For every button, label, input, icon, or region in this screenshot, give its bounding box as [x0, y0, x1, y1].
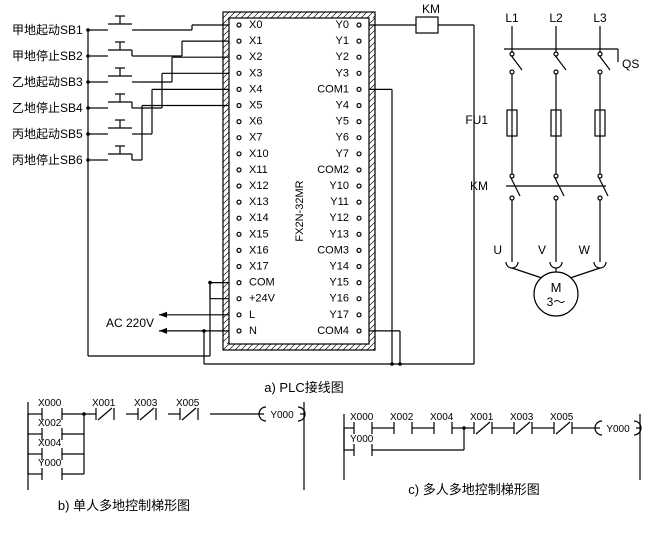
svg-text:KM: KM: [422, 4, 440, 16]
svg-text:Y7: Y7: [336, 148, 349, 160]
svg-text:X005: X005: [550, 412, 574, 423]
svg-text:X1: X1: [249, 35, 262, 47]
svg-text:COM1: COM1: [317, 83, 349, 95]
svg-text:Y1: Y1: [336, 35, 349, 47]
svg-text:COM4: COM4: [317, 325, 349, 337]
svg-text:X003: X003: [510, 412, 534, 423]
svg-text:Y3: Y3: [336, 67, 349, 79]
svg-text:KM: KM: [470, 179, 488, 193]
svg-text:X001: X001: [470, 412, 494, 423]
svg-text:M: M: [551, 280, 562, 295]
svg-text:X005: X005: [176, 398, 200, 409]
svg-text:X003: X003: [134, 398, 158, 409]
svg-text:FU1: FU1: [465, 113, 488, 127]
svg-text:a) PLC接线图: a) PLC接线图: [264, 380, 343, 395]
svg-text:X2: X2: [249, 51, 262, 63]
svg-text:丙地起动SB5: 丙地起动SB5: [12, 127, 83, 141]
svg-text:X16: X16: [249, 244, 269, 256]
svg-text:W: W: [579, 243, 591, 257]
svg-text:X7: X7: [249, 132, 262, 144]
svg-text:Y15: Y15: [329, 277, 349, 289]
svg-text:X0: X0: [249, 19, 262, 31]
svg-text:X000: X000: [38, 398, 62, 409]
svg-text:X14: X14: [249, 212, 269, 224]
svg-text:+24V: +24V: [249, 293, 276, 305]
svg-text:Y000: Y000: [38, 458, 62, 469]
svg-text:L: L: [249, 309, 255, 321]
svg-text:Y000: Y000: [350, 434, 374, 445]
svg-text:Y16: Y16: [329, 293, 349, 305]
svg-text:Y13: Y13: [329, 228, 349, 240]
svg-text:Y000: Y000: [270, 410, 294, 421]
svg-text:X004: X004: [430, 412, 454, 423]
circuit-svg: X0 X1 X2 X3 X4 X5 X6 X7 X10 X11 X12 X13 X14 X15 X16 X17…: [4, 4, 647, 531]
svg-text:Y2: Y2: [336, 51, 349, 63]
svg-text:乙地停止SB4: 乙地停止SB4: [12, 100, 83, 115]
svg-text:Y11: Y11: [330, 196, 349, 208]
svg-text:Y000: Y000: [606, 424, 630, 435]
svg-text:Y12: Y12: [329, 212, 349, 224]
svg-text:X12: X12: [249, 180, 269, 192]
svg-text:Y0: Y0: [336, 19, 349, 31]
svg-text:b) 单人多地控制梯形图: b) 单人多地控制梯形图: [58, 498, 190, 513]
svg-text:X000: X000: [350, 412, 374, 423]
svg-text:X5: X5: [249, 100, 262, 112]
svg-text:X10: X10: [249, 148, 269, 160]
svg-text:Y4: Y4: [336, 100, 349, 112]
svg-text:Y14: Y14: [329, 261, 349, 273]
svg-text:COM: COM: [249, 277, 275, 289]
svg-text:X17: X17: [249, 261, 269, 273]
svg-text:X6: X6: [249, 116, 262, 128]
svg-text:X15: X15: [249, 228, 269, 240]
svg-text:3～: 3～: [547, 295, 566, 309]
svg-text:QS: QS: [622, 57, 639, 71]
page: X0 X1 X2 X3 X4 X5 X6 X7 X10 X11 X12 X13 X14 X15 X16 X17…: [4, 4, 647, 531]
svg-text:L1: L1: [505, 11, 519, 25]
svg-text:甲地停止SB2: 甲地停止SB2: [12, 48, 83, 63]
svg-text:X4: X4: [249, 83, 262, 95]
svg-text:X11: X11: [249, 164, 268, 176]
svg-text:c) 多人多地控制梯形图: c) 多人多地控制梯形图: [408, 482, 539, 497]
svg-text:L2: L2: [549, 11, 563, 25]
svg-text:X002: X002: [390, 412, 414, 423]
svg-text:X3: X3: [249, 67, 262, 79]
svg-text:L3: L3: [593, 11, 607, 25]
svg-text:N: N: [249, 325, 257, 337]
svg-text:Y17: Y17: [329, 309, 349, 321]
svg-text:V: V: [538, 243, 546, 257]
svg-text:乙地起动SB3: 乙地起动SB3: [12, 75, 83, 89]
svg-text:AC 220V: AC 220V: [106, 316, 154, 330]
svg-text:Y5: Y5: [336, 116, 349, 128]
svg-text:Y10: Y10: [329, 180, 349, 192]
svg-text:FX2N-32MR: FX2N-32MR: [294, 180, 306, 241]
svg-text:X001: X001: [92, 398, 116, 409]
svg-text:COM2: COM2: [317, 164, 349, 176]
svg-text:丙地停止SB6: 丙地停止SB6: [12, 152, 83, 167]
svg-text:X002: X002: [38, 418, 62, 429]
svg-text:Y6: Y6: [336, 132, 349, 144]
svg-text:X004: X004: [38, 438, 62, 449]
svg-text:甲地起动SB1: 甲地起动SB1: [12, 23, 83, 37]
svg-text:COM3: COM3: [317, 244, 349, 256]
svg-text:X13: X13: [249, 196, 269, 208]
svg-text:U: U: [493, 243, 502, 257]
